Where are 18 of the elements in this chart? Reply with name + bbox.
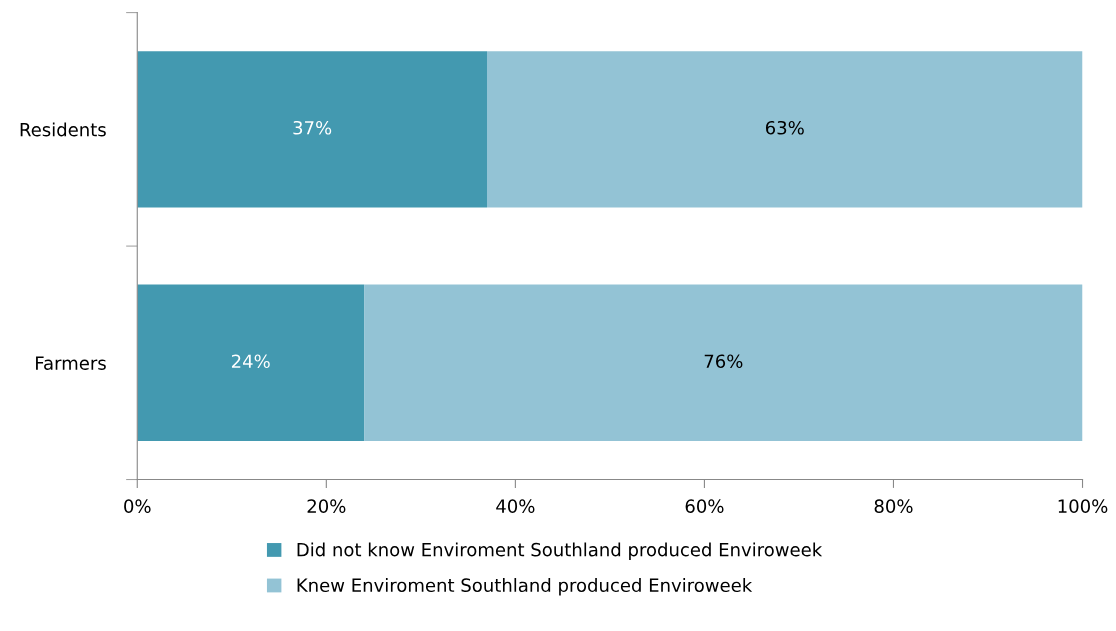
x-tick-label: 0% [124, 499, 151, 513]
data-label: 37% [293, 120, 332, 135]
x-tick-label: 80% [874, 499, 913, 513]
data-label: 24% [231, 354, 270, 369]
x-tick-label: 60% [685, 499, 724, 513]
x-tick-label: 100% [1058, 499, 1108, 513]
bar [364, 284, 1083, 442]
bar [137, 51, 488, 208]
data-label: 76% [704, 354, 743, 369]
y-tick-label: Residents [20, 122, 106, 137]
data-label: 63% [765, 120, 804, 135]
legend-label: Knew Enviroment Southland produced Enviroweek [297, 578, 753, 596]
x-tick-label: 40% [496, 499, 535, 513]
bar [487, 51, 1083, 208]
legend-label: Did not know Enviroment Southland produced Enviroweek [297, 542, 823, 560]
y-tick-label: Farmers [36, 356, 106, 370]
x-tick-label: 20% [307, 499, 346, 513]
bar [137, 284, 365, 442]
